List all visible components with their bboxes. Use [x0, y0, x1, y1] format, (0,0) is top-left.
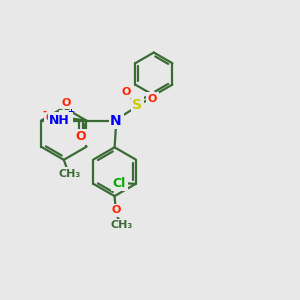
Text: N: N: [110, 114, 122, 128]
Text: O: O: [122, 87, 131, 97]
Text: -: -: [43, 107, 46, 117]
Text: O: O: [61, 98, 71, 108]
Text: O: O: [111, 205, 121, 215]
Text: O: O: [45, 113, 55, 123]
Text: +: +: [67, 107, 74, 116]
Text: O: O: [148, 94, 157, 103]
Text: NH: NH: [49, 114, 70, 127]
Text: O: O: [76, 130, 86, 143]
Text: Cl: Cl: [113, 177, 126, 190]
Text: CH₃: CH₃: [58, 169, 80, 179]
Text: CH₃: CH₃: [110, 220, 133, 230]
Text: S: S: [133, 98, 142, 112]
Text: N: N: [61, 112, 71, 125]
